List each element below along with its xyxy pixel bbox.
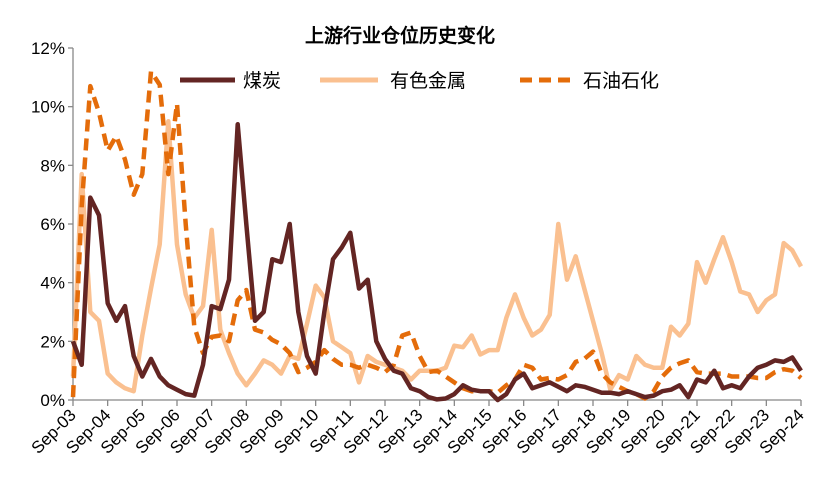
series-line-2	[70, 119, 803, 394]
y-tick-label: 2%	[40, 332, 65, 351]
legend-label: 有色金属	[390, 70, 466, 92]
legend: 煤炭 有色金属 石油石化	[180, 70, 659, 92]
series-lines	[70, 69, 803, 403]
series-line-3	[70, 69, 803, 401]
x-axis: Sep-03Sep-04Sep-05Sep-06Sep-07Sep-08Sep-…	[28, 399, 808, 458]
y-tick-label: 4%	[40, 274, 65, 293]
series-line-1	[70, 122, 803, 403]
y-tick-label: 6%	[40, 215, 65, 234]
y-tick-label: 8%	[40, 156, 65, 175]
y-axis: 0% 2% 4% 6% 8% 10% 12%	[31, 39, 74, 410]
chart-title: 上游行业仓位历史变化	[305, 24, 495, 47]
legend-label: 石油石化	[583, 70, 659, 92]
legend-label: 煤炭	[243, 70, 281, 92]
y-tick-label: 10%	[31, 98, 65, 117]
y-tick-label: 12%	[31, 39, 65, 58]
y-tick-label: 0%	[40, 391, 65, 410]
